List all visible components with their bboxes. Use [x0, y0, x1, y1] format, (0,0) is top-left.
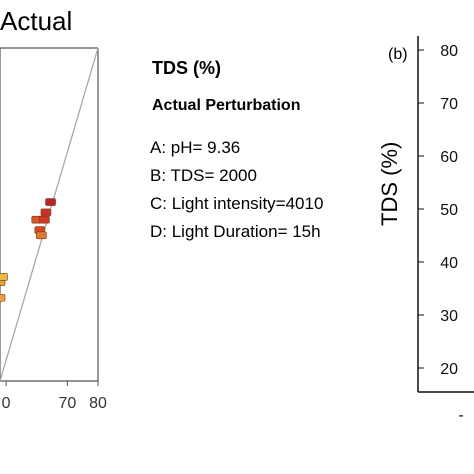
right-x-tick-partial: - [458, 407, 463, 424]
legend-item-ph: A: pH= 9.36 [150, 138, 241, 157]
scatter-points [0, 198, 56, 302]
right-y-tick-label: 60 [440, 149, 458, 166]
scatter-point [0, 293, 6, 302]
left-plot-frame [0, 47, 99, 382]
right-y-tick-label: 40 [440, 255, 458, 272]
legend-title: TDS (%) [152, 58, 221, 78]
legend-subtitle: Actual Perturbation [152, 97, 301, 114]
left-x-tick-label: 0 [2, 395, 11, 412]
legend-item-light-duration: D: Light Duration= 15h [150, 222, 321, 241]
right-y-tick-label: 20 [440, 361, 458, 378]
chart-title: Actual [0, 6, 73, 36]
scatter-point [40, 208, 52, 217]
right-y-ticks: 20 30 40 50 60 70 80 [418, 43, 458, 378]
scatter-point [39, 215, 50, 224]
right-y-tick-label: 30 [440, 308, 458, 325]
left-x-tick-label: 80 [89, 395, 107, 412]
right-y-tick-label: 70 [440, 96, 458, 113]
scatter-point [36, 231, 47, 240]
legend-item-tds: B: TDS= 2000 [150, 166, 257, 185]
right-y-tick-label: 80 [440, 43, 458, 60]
left-x-tick-label: 70 [58, 395, 76, 412]
scatter-point [45, 198, 56, 206]
panel-label-b: (b) [388, 46, 408, 63]
right-y-tick-label: 50 [440, 202, 458, 219]
legend-item-light-intensity: C: Light intensity=4010 [150, 194, 324, 213]
scatter-point [0, 273, 8, 281]
left-x-ticks: 0 70 80 [2, 381, 107, 412]
